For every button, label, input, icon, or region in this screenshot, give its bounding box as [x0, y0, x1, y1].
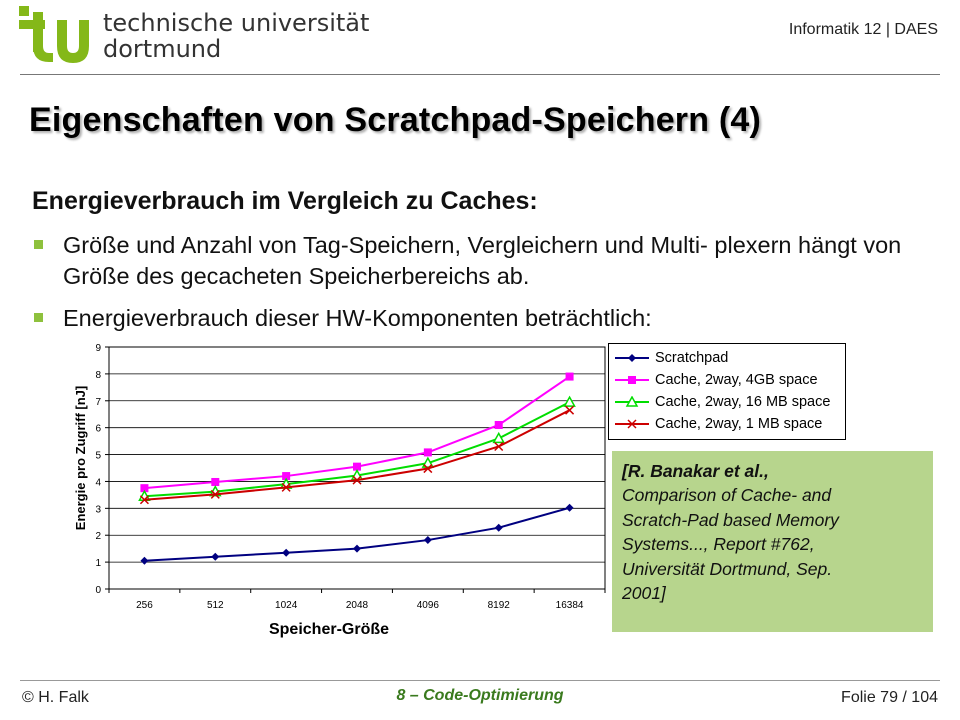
energy-chart: 0 1 2 3 4 5 6 7 8 9 256 512 1024 2048 4096 8192 16384 Spe…: [73, 343, 606, 638]
tu-logo-icon: [19, 6, 89, 63]
footer-chapter: 8 – Code-Optimierung: [396, 687, 564, 704]
x-tick-label: 256: [136, 600, 153, 611]
data-point: [140, 484, 149, 493]
data-point: [211, 477, 220, 486]
legend-label: Cache, 2way, 4GB space: [655, 372, 818, 388]
y-axis-label: Energie pro Zugriff [nJ]: [73, 386, 88, 530]
reference-line: [R. Banakar et al.,: [622, 461, 769, 481]
y-tick-label: 9: [95, 343, 101, 354]
bullet-item: Energieverbrauch dieser HW-Komponenten b…: [32, 303, 912, 334]
x-tick-label: 1024: [275, 600, 298, 611]
data-point: [140, 556, 149, 565]
x-tick-label: 4096: [417, 600, 440, 611]
logo-t-bar: [19, 20, 45, 29]
y-tick-label: 8: [95, 370, 101, 381]
data-point: [211, 552, 220, 561]
data-point: [281, 482, 291, 492]
y-tick-label: 6: [95, 424, 101, 435]
data-point: [421, 456, 435, 468]
data-point: [494, 441, 504, 452]
slide-subtitle: Energieverbrauch im Vergleich zu Caches:: [32, 187, 538, 215]
legend-item-cache-16mb: Cache, 2way, 16 MB space: [615, 392, 843, 412]
data-point: [282, 548, 291, 557]
x-tick-label: 16384: [556, 600, 584, 611]
legend-x-icon: [615, 419, 649, 429]
plot-area: [108, 346, 606, 590]
data-point: [565, 405, 575, 415]
y-tick-label: 4: [95, 477, 101, 488]
data-point: [565, 372, 574, 381]
legend-triangle-icon: [615, 396, 649, 407]
series-line: [144, 506, 570, 562]
logo-t-stem: [33, 12, 43, 52]
data-point: [423, 448, 432, 457]
logo-t-curve: [33, 46, 53, 62]
legend-diamond-icon: [615, 354, 649, 362]
chart-legend: Scratchpad Cache, 2way, 4GB space Cache,…: [608, 343, 846, 440]
data-point: [423, 464, 433, 474]
reference-box: [R. Banakar et al., Comparison of Cache- …: [612, 451, 933, 632]
bullet-square-icon: [34, 240, 43, 249]
course-label: Informatik 12 | DAES: [788, 21, 938, 38]
bullet-square-icon: [34, 313, 43, 322]
bullet-text: Größe und Anzahl von Tag-Speichern, Verg…: [63, 232, 902, 289]
footer-divider: [20, 680, 940, 681]
legend-item-scratchpad: Scratchpad: [615, 348, 843, 368]
reference-line: Comparison of Cache- and: [622, 485, 832, 506]
logo-square-1: [19, 6, 29, 16]
y-tick-label: 7: [95, 397, 101, 408]
bullet-list: Größe und Anzahl von Tag-Speichern, Verg…: [32, 230, 912, 345]
x-tick-label: 8192: [488, 600, 511, 611]
series-line: [144, 409, 571, 501]
reference-line: Universität Dortmund, Sep.: [622, 558, 833, 579]
data-point: [352, 475, 362, 485]
data-point: [353, 544, 361, 553]
university-name-line-1: technische universität: [103, 9, 370, 37]
x-tick-label: 512: [207, 600, 224, 611]
x-axis-label: Speicher-Größe: [269, 621, 389, 638]
legend-square-icon: [615, 376, 649, 384]
data-point: [210, 489, 220, 499]
legend-item-cache-4gb: Cache, 2way, 4GB space: [615, 370, 843, 390]
data-point: [494, 523, 503, 532]
data-point: [492, 431, 505, 444]
logo-u: [57, 20, 89, 63]
reference-line: 2001]: [622, 583, 666, 604]
y-tick-label: 3: [95, 504, 101, 515]
y-tick-label: 1: [95, 558, 101, 569]
bullet-item: Größe und Anzahl von Tag-Speichern, Verg…: [32, 230, 912, 292]
legend-label: Cache, 2way, 16 MB space: [655, 394, 831, 410]
data-point: [139, 495, 149, 505]
y-tick-label: 2: [95, 531, 101, 542]
x-tick-label: 2048: [346, 600, 369, 611]
header-divider: [20, 74, 940, 75]
legend-label: Scratchpad: [655, 350, 729, 366]
reference-line: Systems..., Report #762,: [622, 534, 815, 555]
data-point: [353, 462, 361, 471]
legend-label: Cache, 2way, 1 MB space: [655, 416, 823, 432]
footer-page-number: Folie 79 / 104: [841, 689, 938, 706]
data-point: [494, 420, 503, 429]
slide-title: Eigenschaften von Scratchpad-Speichern (…: [29, 101, 762, 139]
legend-item-cache-1mb: Cache, 2way, 1 MB space: [615, 414, 843, 434]
data-point: [423, 536, 432, 545]
y-tick-label: 0: [95, 585, 101, 596]
bullet-text: Energieverbrauch dieser HW-Komponenten b…: [63, 305, 652, 331]
data-point: [282, 472, 291, 481]
reference-line: Scratch-Pad based Memory: [622, 509, 839, 530]
university-name-line-2: dortmund: [103, 35, 222, 63]
university-name: technische universität dortmund: [103, 10, 369, 62]
y-tick-label: 5: [95, 451, 101, 462]
data-point: [565, 503, 574, 512]
footer-author: © H. Falk: [22, 689, 89, 706]
data-point: [563, 395, 576, 407]
